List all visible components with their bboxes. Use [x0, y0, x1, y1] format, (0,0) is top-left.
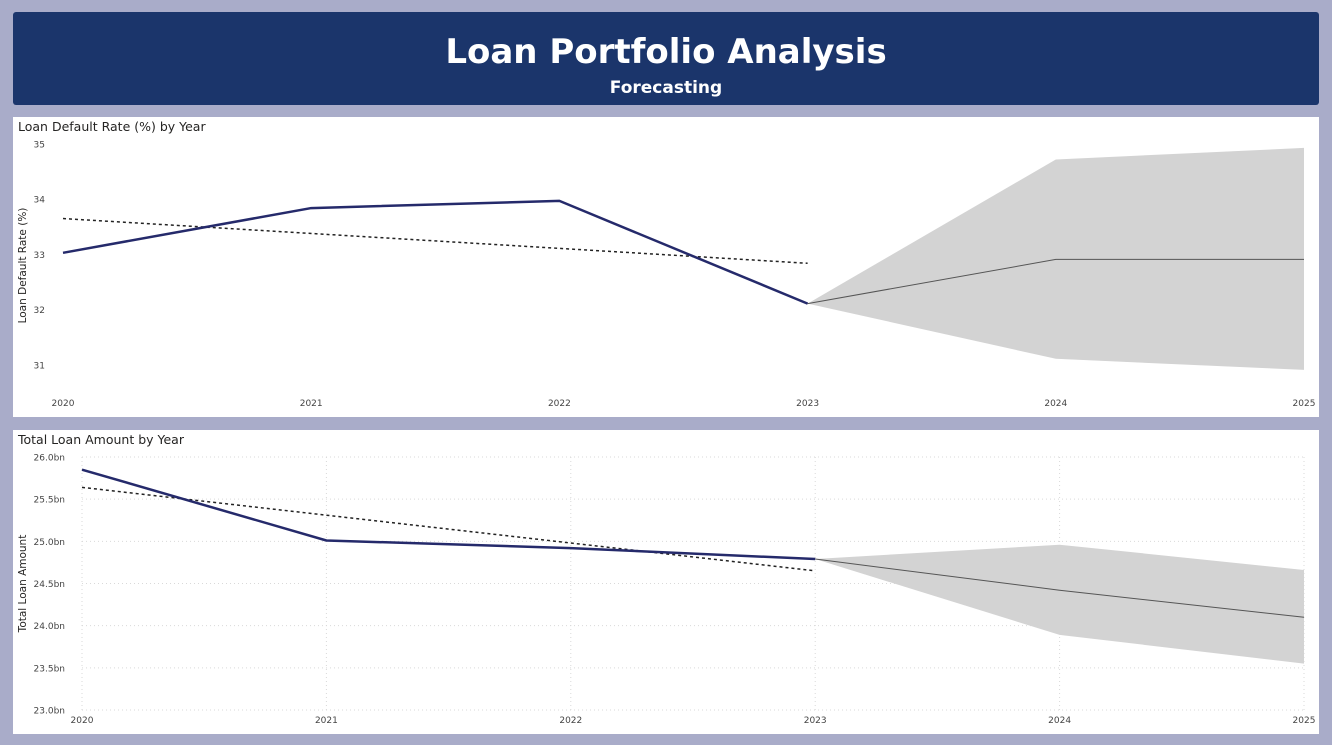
loan-amount-chart[interactable]: 23.0bn 23.5bn 24.0bn 24.5bn 25.0bn 25.5bn 26.0…: [13, 430, 1319, 734]
chart2-x-tick-label: 2022: [559, 716, 582, 726]
chart1-trend-line: [62, 217, 808, 265]
chart1-x-tick-label: 2020: [52, 399, 75, 409]
chart1-actual-line: [62, 199, 809, 305]
chart1-x-tick-label: 2025: [1293, 399, 1316, 409]
chart2-y-tick-label: 25.5bn: [34, 496, 65, 506]
default-rate-chart-title: Loan Default Rate (%) by Year: [18, 119, 206, 134]
report-header: Loan Portfolio Analysis Forecasting: [13, 12, 1319, 105]
chart1-forecast-band: [807, 147, 1304, 370]
chart2-x-tick-label: 2025: [1293, 716, 1316, 726]
chart2-forecast-line: [815, 558, 1305, 618]
chart1-y-tick-label: 32: [34, 306, 45, 316]
loan-amount-chart-panel[interactable]: Total Loan Amount by Year 23.0bn 23.5bn 24…: [13, 430, 1319, 734]
chart2-y-tick-label: 26.0bn: [34, 454, 65, 464]
chart2-y-tick-label: 24.5bn: [34, 580, 65, 590]
chart2-x-tick-label: 2020: [71, 716, 94, 726]
chart1-y-axis-title: Loan Default Rate (%): [17, 208, 29, 324]
chart2-actual-line: [81, 468, 816, 561]
chart1-forecast-line: [807, 258, 1304, 305]
chart2-y-tick-label: 23.5bn: [34, 664, 65, 674]
chart2-y-tick-label: 25.0bn: [34, 538, 65, 548]
chart1-y-tick-label: 35: [34, 141, 45, 151]
chart1-x-tick-label: 2021: [300, 399, 323, 409]
chart1-y-tick-label: 33: [34, 251, 45, 261]
chart2-trend-line: [81, 486, 816, 572]
chart1-x-tick-label: 2024: [1044, 399, 1067, 409]
chart2-y-tick-label: 24.0bn: [34, 622, 65, 632]
default-rate-chart-panel[interactable]: Loan Default Rate (%) by Year 31 32 33 34 35…: [13, 117, 1319, 417]
chart1-y-tick-label: 31: [34, 361, 45, 371]
chart2-x-tick-label: 2021: [315, 716, 338, 726]
chart2-y-axis-title: Total Loan Amount: [17, 535, 29, 634]
chart1-y-tick-label: 34: [34, 196, 46, 206]
chart2-x-tick-label: 2024: [1048, 716, 1071, 726]
report-title: Loan Portfolio Analysis: [445, 32, 887, 72]
chart2-y-tick-label: 23.0bn: [34, 707, 65, 717]
report-subtitle: Forecasting: [609, 78, 723, 98]
chart1-x-tick-label: 2023: [796, 399, 819, 409]
chart2-x-tick-label: 2023: [804, 716, 827, 726]
chart1-x-tick-label: 2022: [548, 399, 571, 409]
loan-amount-chart-title: Total Loan Amount by Year: [18, 432, 184, 447]
